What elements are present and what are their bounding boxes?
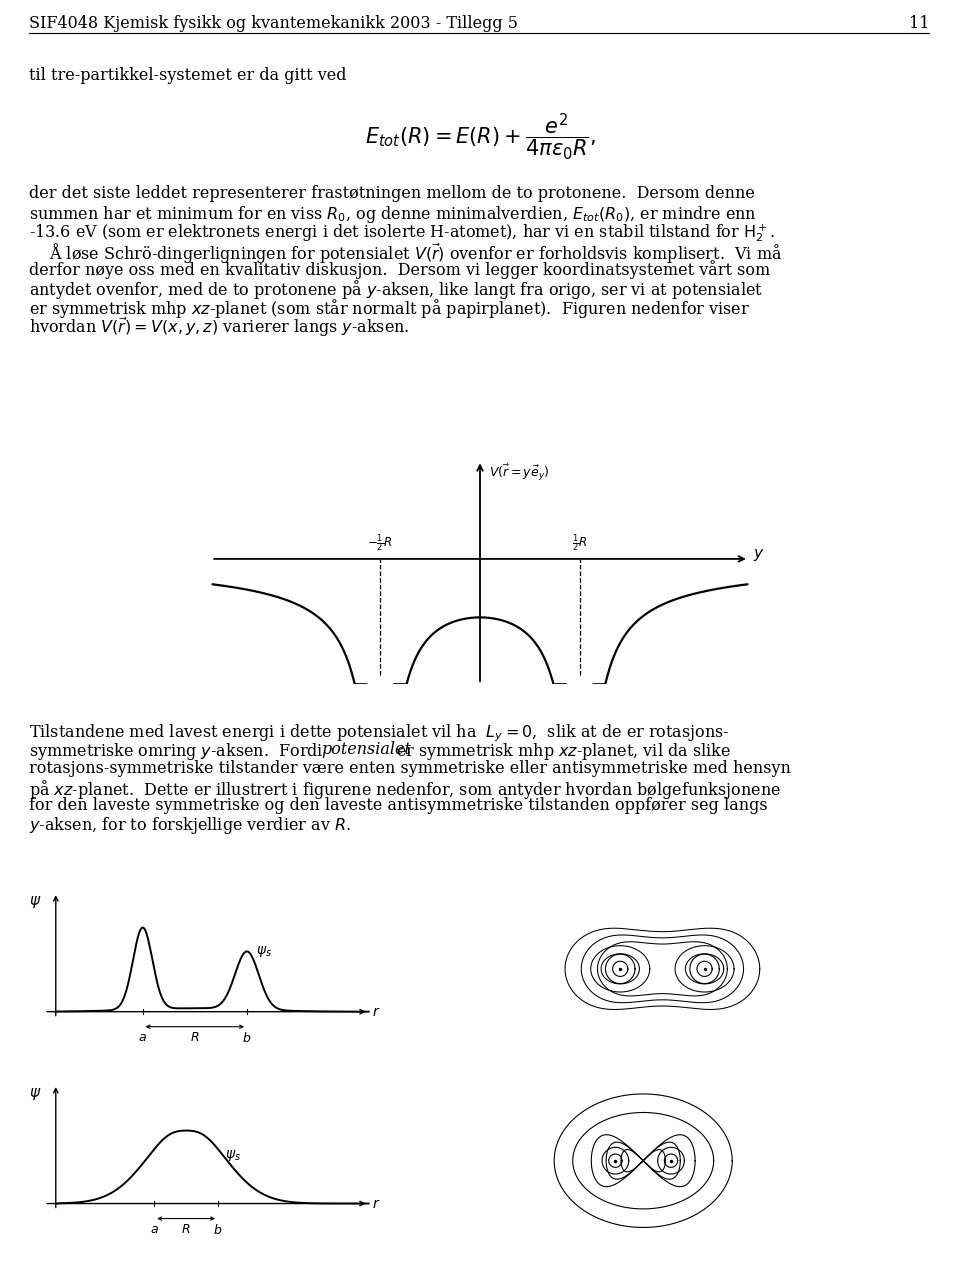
Text: på $xz$-planet.  Dette er illustrert i figurene nedenfor, som antyder hvordan bø: på $xz$-planet. Dette er illustrert i fi… — [29, 778, 780, 801]
Text: $\psi$: $\psi$ — [29, 894, 41, 911]
Text: derfor nøye oss med en kvalitativ diskusjon.  Dersom vi legger koordinatsystemet: derfor nøye oss med en kvalitativ diskus… — [29, 260, 770, 279]
Text: antydet ovenfor, med de to protonene på $y$-aksen, like langt fra origo, ser vi : antydet ovenfor, med de to protonene på … — [29, 279, 763, 301]
Text: for den laveste symmetriske og den laveste antisymmetriske tilstanden oppfører s: for den laveste symmetriske og den laves… — [29, 797, 767, 813]
Text: $a$: $a$ — [150, 1223, 158, 1236]
Text: $V(\vec{r}=y\vec{e}_y)$: $V(\vec{r}=y\vec{e}_y)$ — [490, 463, 550, 483]
Text: der det siste leddet representerer frastøtningen mellom de to protonene.  Dersom: der det siste leddet representerer frast… — [29, 185, 755, 202]
Text: $a$: $a$ — [138, 1031, 147, 1044]
Text: er symmetrisk mhp $xz$-planet, vil da slike: er symmetrisk mhp $xz$-planet, vil da sl… — [391, 741, 731, 762]
Text: Å løse Schrö­dingerligningen for potensialet $V(\vec{r})$ ovenfor er forholdsvis: Å løse Schrö­dingerligningen for potensi… — [29, 240, 782, 265]
Text: $y$: $y$ — [753, 547, 764, 563]
Text: $\frac{1}{2}R$: $\frac{1}{2}R$ — [572, 532, 588, 554]
Text: $R$: $R$ — [190, 1031, 200, 1044]
Text: Tilstandene med lavest energi i dette potensialet vil ha  $L_y=0$,  slik at de e: Tilstandene med lavest energi i dette po… — [29, 723, 730, 744]
Text: $b$: $b$ — [242, 1031, 252, 1045]
Text: rotasjons-symmetriske tilstander være enten symmetriske eller antisymmetriske me: rotasjons-symmetriske tilstander være en… — [29, 760, 791, 776]
Text: -13.6 eV (som er elektronets energi i det isolerte H-atomet), har vi en stabil t: -13.6 eV (som er elektronets energi i de… — [29, 223, 775, 244]
Text: $-\frac{1}{2}R$: $-\frac{1}{2}R$ — [368, 532, 393, 554]
Text: SIF4048 Kjemisk fysikk og kvantemekanikk 2003 - Tillegg 5: SIF4048 Kjemisk fysikk og kvantemekanikk… — [29, 15, 517, 32]
Text: $E_{tot}(R) = E(R) + \dfrac{e^2}{4\pi\epsilon_0 R},$: $E_{tot}(R) = E(R) + \dfrac{e^2}{4\pi\ep… — [365, 111, 595, 162]
Text: $\psi_s$: $\psi_s$ — [255, 944, 272, 959]
Text: hvordan $V(\vec{r})=V(x,y,z)$ varierer langs $y$-aksen.: hvordan $V(\vec{r})=V(x,y,z)$ varierer l… — [29, 316, 409, 339]
Text: $r$: $r$ — [372, 1197, 380, 1210]
Text: $r$: $r$ — [372, 1005, 380, 1018]
Text: symmetriske omring $y$-aksen.  Fordi: symmetriske omring $y$-aksen. Fordi — [29, 741, 324, 762]
Text: 11: 11 — [909, 15, 929, 32]
Text: summen har et minimum for en viss $R_0$, og denne minimalverdien, $E_{tot}(R_0)$: summen har et minimum for en viss $R_0$,… — [29, 203, 756, 225]
Text: potensialet: potensialet — [322, 741, 412, 758]
Text: er symmetrisk mhp $xz$-planet (som står normalt på papirplanet).  Figuren nedenf: er symmetrisk mhp $xz$-planet (som står … — [29, 297, 750, 320]
Text: $R$: $R$ — [181, 1223, 191, 1236]
Text: $y$-aksen, for to forskjellige verdier av $R$.: $y$-aksen, for to forskjellige verdier a… — [29, 816, 350, 836]
Text: $b$: $b$ — [213, 1223, 223, 1237]
Text: til tre-partikkel-systemet er da gitt ved: til tre-partikkel-systemet er da gitt ve… — [29, 67, 347, 83]
Text: $\psi_s$: $\psi_s$ — [225, 1149, 241, 1164]
Text: $\psi$: $\psi$ — [29, 1086, 41, 1102]
